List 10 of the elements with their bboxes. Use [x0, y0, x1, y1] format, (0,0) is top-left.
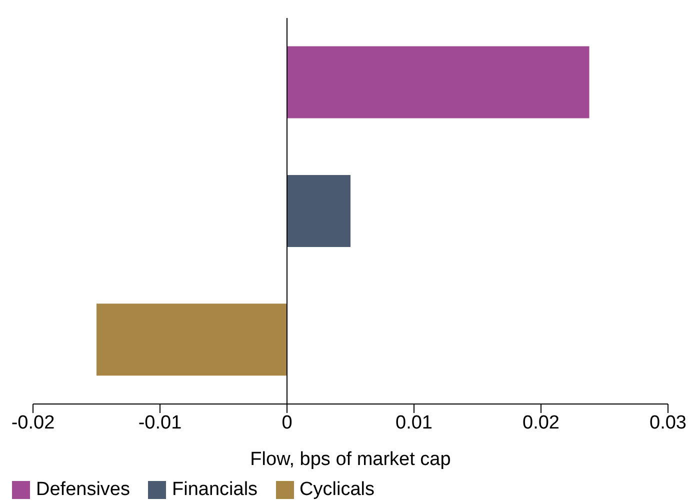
- x-tick-label: 0: [282, 412, 292, 434]
- legend-label: Cyclicals: [300, 479, 374, 501]
- x-tick-label: -0.01: [138, 412, 182, 434]
- legend-label: Defensives: [36, 479, 130, 501]
- legend-label: Financials: [172, 479, 258, 501]
- x-tick-label: -0.02: [11, 412, 55, 434]
- x-tick-label: 0.01: [396, 412, 432, 434]
- x-tick-label: 0.02: [522, 412, 560, 434]
- x-axis-title: Flow, bps of market cap: [250, 449, 451, 470]
- x-tick-label: 0.03: [650, 412, 686, 434]
